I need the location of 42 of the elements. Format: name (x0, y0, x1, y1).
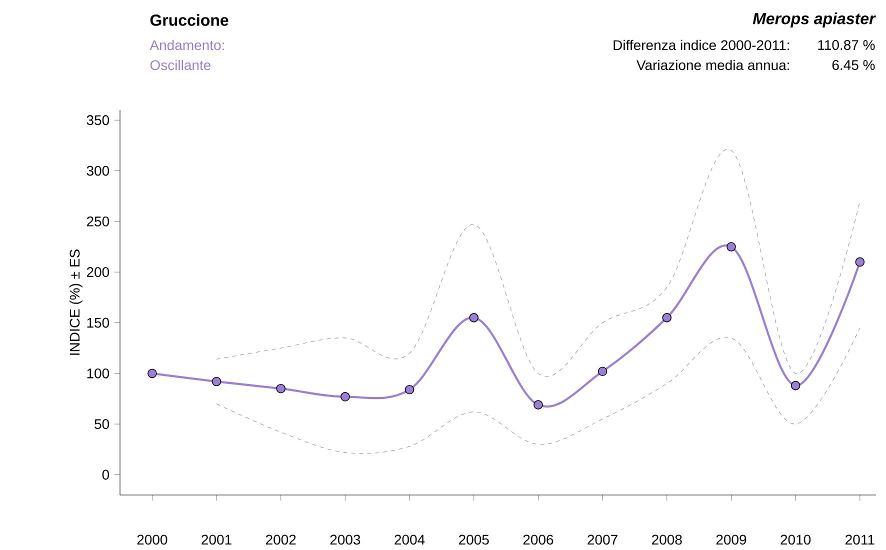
point (148, 368, 157, 378)
x-tick-label: 2009 (716, 534, 746, 545)
point (534, 400, 543, 410)
y-tick-label: 250 (86, 216, 110, 226)
x-tick-label: 2008 (652, 534, 682, 545)
point (212, 376, 222, 386)
x-tick-label: 2002 (266, 534, 296, 545)
y-tick-label: 150 (87, 318, 110, 328)
point (469, 313, 479, 322)
y-tick-label: 100 (87, 368, 110, 378)
x-tick-label: 2010 (780, 534, 811, 545)
text: Andamento: (150, 40, 224, 50)
y-tick-label: 300 (86, 166, 110, 176)
y-tick-label: 50 (94, 419, 110, 430)
point (790, 380, 800, 390)
y-axis-title: INDICE (%) ± ES (69, 250, 82, 355)
line-series (216, 328, 860, 454)
chart-subtitle: Merops apiaster (752, 12, 876, 28)
x-tick-label: 2007 (588, 534, 618, 545)
point (726, 242, 736, 252)
x-tick-label: 2003 (330, 534, 360, 545)
point (598, 366, 608, 376)
text: 6.45 % (832, 60, 875, 70)
text: Differenza indice 2000-2011: (614, 40, 789, 50)
point (276, 384, 286, 394)
x-tick-label: 2004 (394, 534, 425, 545)
y-tick-label: 0 (102, 470, 110, 480)
x-tick-label: 2001 (202, 534, 232, 545)
text: Variazione media annua: (636, 60, 789, 70)
point (662, 313, 672, 322)
y-tick-label: 200 (86, 267, 110, 278)
x-tick-label: 2011 (846, 534, 874, 545)
point (340, 392, 350, 402)
text: 110.87 % (818, 40, 875, 50)
chart-title: Gruccione (150, 14, 228, 26)
point (855, 257, 865, 267)
y-tick-label: 350 (86, 115, 110, 126)
x-tick-label: 2000 (137, 534, 168, 545)
text: Oscillante (150, 60, 211, 70)
point (404, 384, 414, 394)
x-tick-label: 2006 (523, 534, 554, 545)
x-tick-label: 2005 (459, 534, 489, 545)
